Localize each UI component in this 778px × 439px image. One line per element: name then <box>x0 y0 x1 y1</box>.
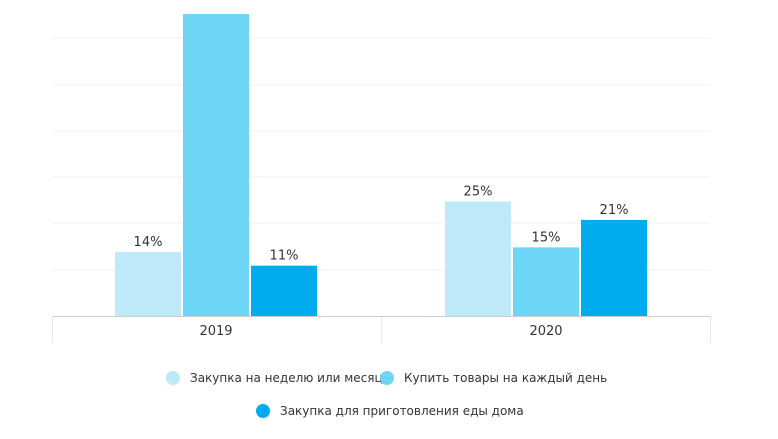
legend-label: Закупка на неделю или месяц <box>190 371 383 385</box>
legend-label: Закупка для приготовления еды дома <box>280 404 524 418</box>
bar-value-label: 15% <box>532 230 561 245</box>
bar[interactable] <box>183 14 249 316</box>
bar[interactable] <box>251 265 317 316</box>
bars <box>115 14 647 316</box>
legend-swatch <box>380 371 394 385</box>
bar[interactable] <box>513 247 579 316</box>
bar-value-label: 14% <box>134 235 163 250</box>
x-tick-label: 2020 <box>529 324 562 339</box>
x-axis: 2019 2020 <box>52 316 711 343</box>
legend-item-daily[interactable]: Купить товары на каждый день <box>380 371 607 385</box>
bar[interactable] <box>581 219 647 316</box>
x-tick-label: 2019 <box>199 324 232 339</box>
legend-item-weekly-monthly[interactable]: Закупка на неделю или месяц <box>166 371 383 385</box>
bar-value-label: 21% <box>600 203 629 218</box>
bar[interactable] <box>445 201 511 316</box>
legend-item-home-cooking[interactable]: Закупка для приготовления еды дома <box>256 404 524 418</box>
bar-value-label: 25% <box>464 185 493 200</box>
bar[interactable] <box>115 251 181 316</box>
legend-swatch <box>256 404 270 418</box>
legend-label: Купить товары на каждый день <box>404 371 608 385</box>
legend-swatch <box>166 371 180 385</box>
bar-chart: 14% 11% 25% 15% 21% 2019 2020 <box>52 14 711 343</box>
bar-value-labels: 14% 11% 25% 15% 21% <box>134 185 629 264</box>
bar-value-label: 11% <box>270 249 299 264</box>
